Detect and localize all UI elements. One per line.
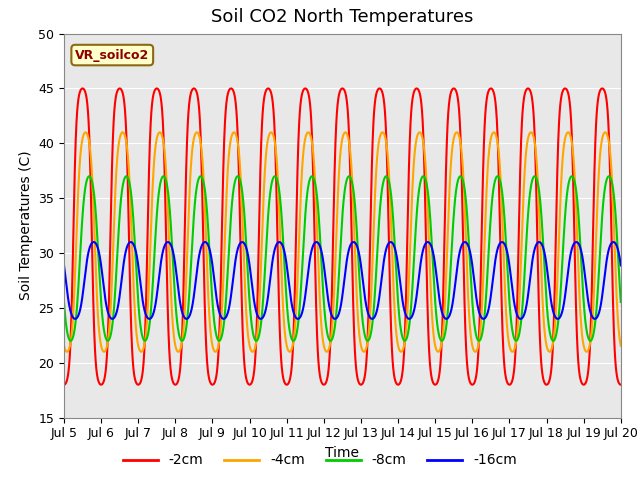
- -4cm: [249, 349, 257, 355]
- -4cm: [161, 155, 169, 160]
- -8cm: [419, 173, 427, 179]
- -4cm: [617, 343, 625, 348]
- -4cm: [60, 343, 68, 348]
- Line: -8cm: -8cm: [64, 176, 621, 341]
- -8cm: [161, 175, 169, 181]
- -16cm: [476, 311, 483, 317]
- -8cm: [394, 299, 402, 304]
- -8cm: [422, 180, 430, 185]
- -8cm: [617, 299, 625, 305]
- Line: -4cm: -4cm: [64, 132, 621, 352]
- -8cm: [476, 337, 483, 343]
- -16cm: [518, 315, 526, 321]
- -4cm: [602, 130, 609, 135]
- -16cm: [60, 263, 68, 268]
- -2cm: [394, 382, 402, 387]
- -4cm: [518, 233, 525, 239]
- -16cm: [424, 239, 431, 245]
- Text: VR_soilco2: VR_soilco2: [75, 48, 149, 61]
- -4cm: [273, 159, 281, 165]
- Y-axis label: Soil Temperatures (C): Soil Temperatures (C): [19, 151, 33, 300]
- -16cm: [71, 316, 79, 322]
- -8cm: [67, 338, 74, 344]
- Legend: -2cm, -4cm, -8cm, -16cm: -2cm, -4cm, -8cm, -16cm: [118, 448, 522, 473]
- -2cm: [60, 382, 68, 387]
- -2cm: [273, 206, 281, 212]
- -16cm: [161, 241, 169, 247]
- -8cm: [518, 309, 526, 315]
- -2cm: [518, 120, 525, 126]
- -8cm: [60, 299, 68, 305]
- -4cm: [394, 343, 402, 348]
- Line: -2cm: -2cm: [64, 88, 621, 384]
- Title: Soil CO2 North Temperatures: Soil CO2 North Temperatures: [211, 9, 474, 26]
- X-axis label: Time: Time: [325, 446, 360, 460]
- -2cm: [161, 190, 169, 196]
- -2cm: [476, 319, 483, 324]
- -2cm: [264, 85, 272, 91]
- -2cm: [617, 382, 625, 387]
- Line: -16cm: -16cm: [64, 242, 621, 319]
- -2cm: [422, 248, 430, 253]
- -16cm: [273, 241, 281, 247]
- -8cm: [273, 176, 281, 182]
- -4cm: [422, 174, 430, 180]
- -16cm: [394, 262, 402, 268]
- -16cm: [617, 263, 625, 268]
- -4cm: [476, 335, 483, 340]
- -16cm: [422, 240, 430, 246]
